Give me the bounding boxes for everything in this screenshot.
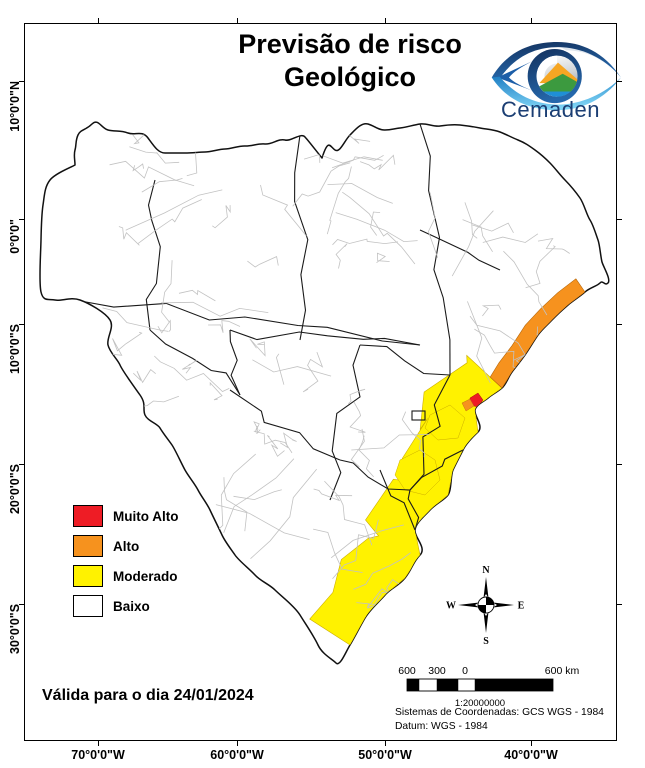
svg-text:E: E — [518, 601, 525, 612]
svg-text:S: S — [483, 636, 489, 647]
svg-text:600 km: 600 km — [545, 665, 580, 677]
svg-text:600: 600 — [398, 665, 416, 677]
svg-text:300: 300 — [428, 665, 446, 677]
svg-text:W: W — [446, 601, 456, 612]
svg-text:N: N — [482, 565, 490, 576]
svg-text:0: 0 — [462, 665, 468, 677]
